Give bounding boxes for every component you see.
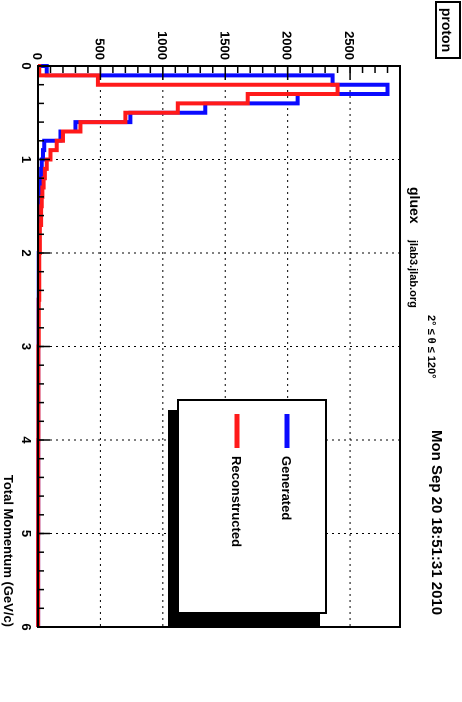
tick-labels: 0 1 2 3 4 5 6 0 500 1000 1500 2000 2500 (19, 31, 357, 631)
legend-box (177, 399, 327, 614)
legend-reconstructed-label: Reconstructed (229, 456, 244, 547)
site-host: jlab3.jlab.org (407, 239, 419, 308)
x-tick-label: 4 (19, 436, 34, 444)
y-tick-label: 2500 (342, 31, 357, 60)
x-tick-label: 5 (19, 530, 34, 537)
x-tick-label: 0 (19, 62, 34, 69)
legend: Generated Reconstructed (168, 399, 327, 627)
x-tick-label: 2 (19, 249, 34, 256)
legend-generated-label: Generated (279, 456, 294, 520)
y-tick-label: 2000 (280, 31, 295, 60)
x-tick-label: 1 (19, 156, 34, 163)
y-tick-label: 1000 (155, 31, 170, 60)
rotated-chart-group: 0 1 2 3 4 5 6 0 500 1000 1500 2000 2500 proton Mon S… (1, 1, 461, 631)
title-box: proton (435, 1, 461, 59)
x-tick-label: 3 (19, 343, 34, 350)
y-tick-label: 0 (30, 53, 45, 60)
theta-range: 2° ≤ θ ≤ 120° (425, 315, 437, 379)
y-tick-label: 1500 (217, 31, 232, 60)
plot-title: proton (439, 8, 455, 52)
title-frame (435, 1, 461, 59)
x-axis-title: Total Momentum (GeV/c) (1, 475, 16, 627)
site-name: gluex (407, 187, 423, 224)
run-timestamp: Mon Sep 20 18:51:31 2010 (428, 430, 445, 615)
y-tick-label: 500 (92, 38, 107, 60)
x-tick-label: 6 (19, 623, 34, 630)
axis-ticks (37, 65, 401, 628)
